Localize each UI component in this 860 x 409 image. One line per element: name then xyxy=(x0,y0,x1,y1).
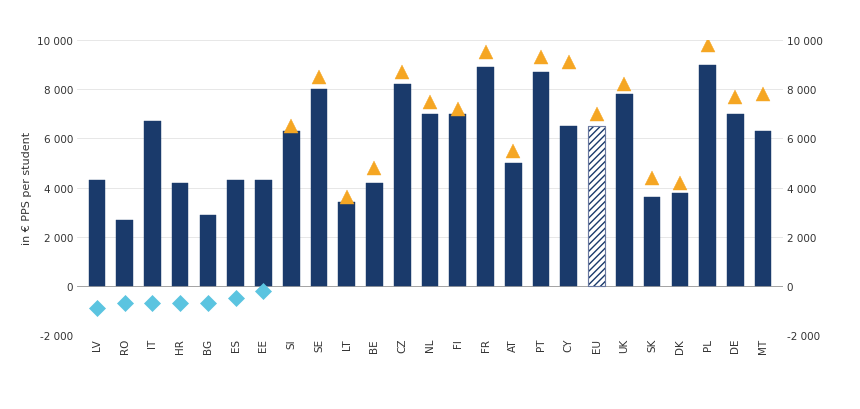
Bar xyxy=(727,115,744,286)
Bar xyxy=(616,95,633,286)
Bar xyxy=(310,90,328,286)
Bar xyxy=(283,132,299,286)
Bar xyxy=(672,193,688,286)
Bar xyxy=(255,181,272,286)
Bar xyxy=(89,181,105,286)
Text: Figure 2.2. Annual expenditure per student, all levels of education, in € PPS (2: Figure 2.2. Annual expenditure per stude… xyxy=(182,9,678,19)
Bar xyxy=(532,73,550,286)
Bar xyxy=(755,132,771,286)
Bar xyxy=(144,122,161,286)
Y-axis label: in € PPS per student: in € PPS per student xyxy=(22,132,32,245)
Bar xyxy=(644,198,660,286)
Bar xyxy=(450,115,466,286)
Bar xyxy=(505,164,522,286)
Bar xyxy=(172,183,188,286)
Bar xyxy=(588,127,605,286)
Bar xyxy=(421,115,439,286)
Bar xyxy=(200,215,216,286)
Bar xyxy=(338,203,355,286)
Bar xyxy=(394,85,410,286)
Bar xyxy=(227,181,244,286)
Bar xyxy=(699,65,716,286)
Bar xyxy=(588,127,605,286)
Bar xyxy=(477,68,494,286)
Bar xyxy=(561,127,577,286)
Bar xyxy=(366,183,383,286)
Bar xyxy=(116,220,133,286)
